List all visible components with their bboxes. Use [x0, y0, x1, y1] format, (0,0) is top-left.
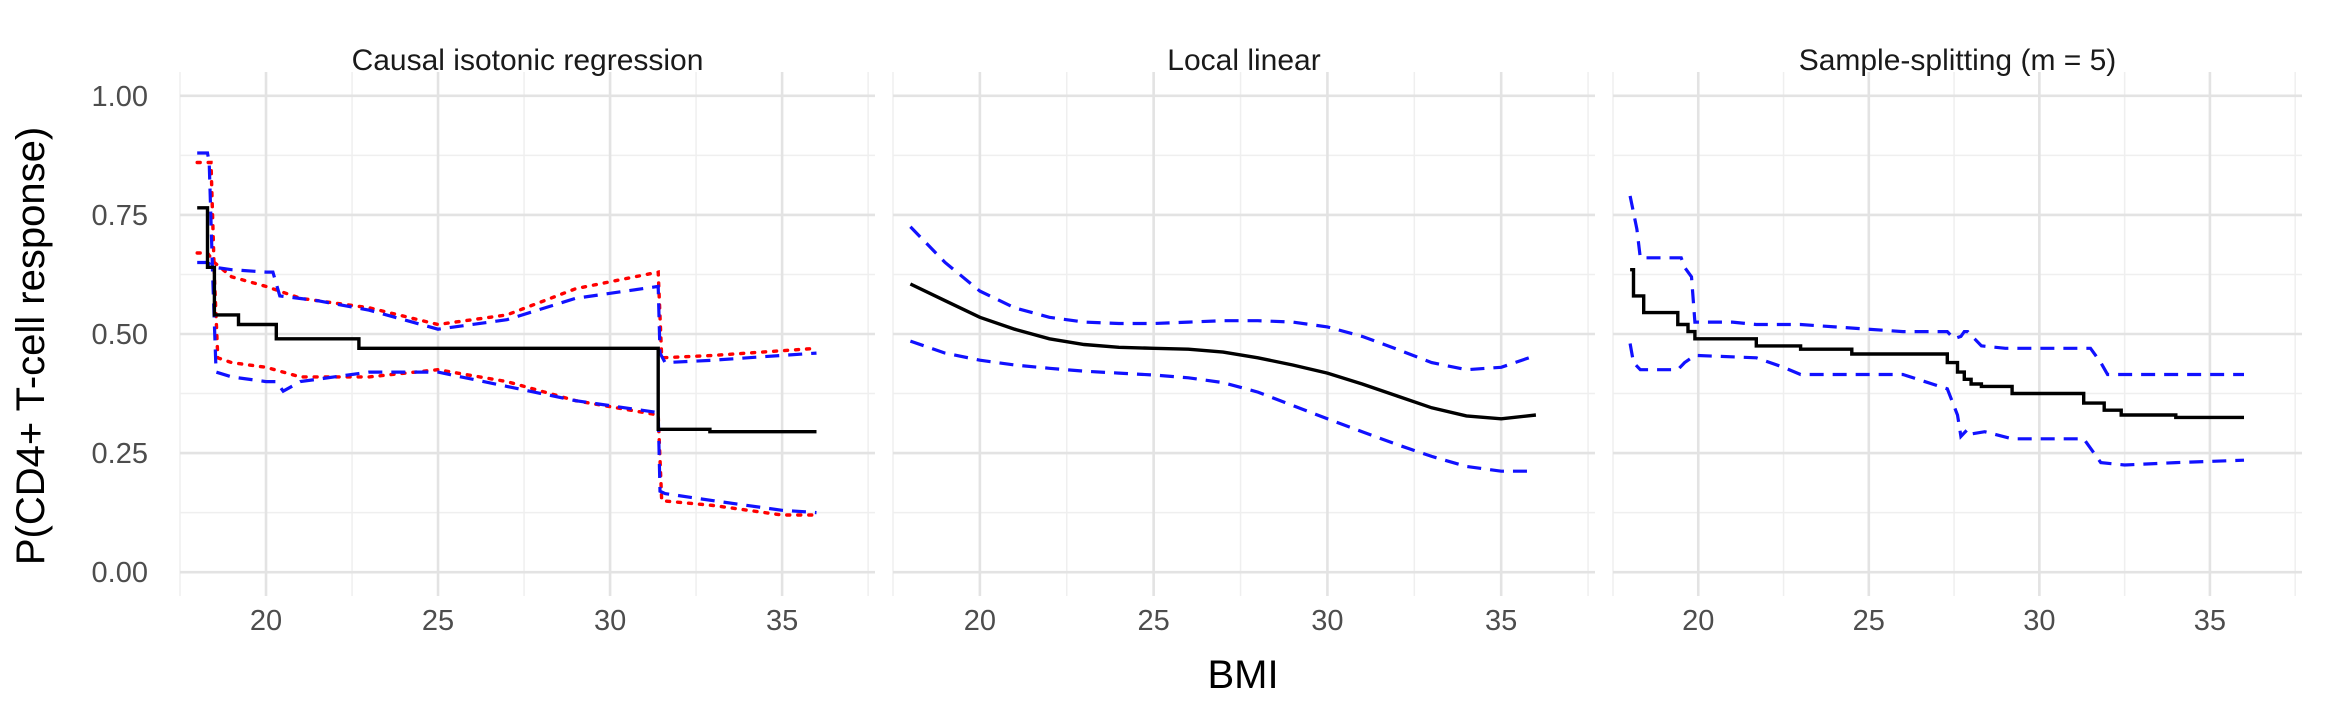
panel-title: Sample-splitting (m = 5) — [1799, 44, 2117, 77]
series-estimate — [197, 206, 817, 434]
series-ci-dashed-upper — [1628, 195, 2244, 377]
x-axis-title: BMI — [1207, 653, 1278, 697]
series-ci-dashed-upper — [909, 225, 1537, 372]
panels-layer: Causal isotonic regression 20 25 30 35 0.00 0.… — [92, 44, 2302, 637]
x-tick-label: 30 — [594, 605, 626, 637]
x-tick-label: 20 — [1682, 605, 1714, 637]
y-tick-label: 0.50 — [92, 319, 148, 351]
panel-3: Sample-splitting (m = 5) 20 25 30 35 — [1612, 44, 2302, 637]
panel-title: Local linear — [1167, 44, 1320, 77]
series-ci-dashed-lower — [909, 339, 1536, 473]
x-tick-label: 25 — [422, 605, 454, 637]
series-estimate — [1630, 268, 2244, 420]
x-tick-label: 30 — [1311, 605, 1343, 637]
series-ci-dotted-lower — [195, 251, 819, 360]
series-ci-dashed-lower — [1628, 343, 2245, 467]
x-tick-label: 20 — [964, 605, 996, 637]
x-tick-label: 20 — [250, 605, 282, 637]
x-tick-label: 35 — [2194, 605, 2226, 637]
x-tick-label: 35 — [1485, 605, 1517, 637]
x-tick-label: 30 — [2023, 605, 2055, 637]
y-tick-label: 0.75 — [92, 200, 148, 232]
series-ci-dashed-lower — [197, 260, 817, 365]
x-tick-label: 25 — [1853, 605, 1885, 637]
y-tick-label: 0.00 — [92, 557, 148, 589]
panel-2: Local linear 20 25 30 35 — [892, 44, 1595, 637]
x-tick-label: 25 — [1138, 605, 1170, 637]
y-tick-label: 0.25 — [92, 438, 148, 470]
y-tick-label: 1.00 — [92, 81, 148, 113]
y-axis-title: P(CD4+ T-cell response) — [9, 127, 53, 565]
panel-1: Causal isotonic regression 20 25 30 35 0.00 0.… — [92, 44, 875, 637]
panel-title: Causal isotonic regression — [352, 44, 704, 77]
series-estimate — [909, 282, 1537, 421]
series-ci-dotted-upper — [195, 160, 819, 517]
x-tick-label: 35 — [766, 605, 798, 637]
